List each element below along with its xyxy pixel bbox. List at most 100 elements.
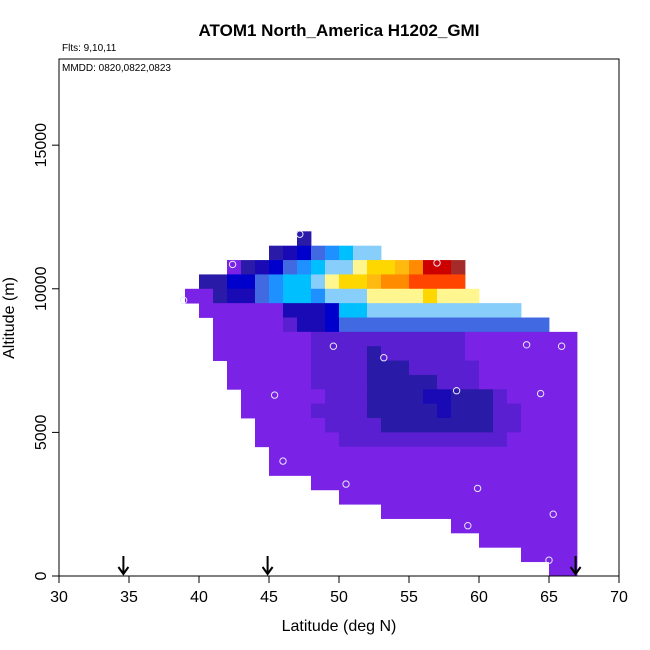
heatmap-cell: [381, 374, 396, 390]
heatmap-cell: [479, 317, 494, 333]
heatmap-cell: [395, 446, 410, 462]
heatmap-cell: [465, 489, 480, 505]
heatmap-cell: [549, 346, 564, 361]
heatmap-cell: [465, 389, 480, 405]
heatmap-cell: [465, 418, 480, 433]
heatmap-cell: [227, 274, 242, 290]
heatmap-cell: [409, 260, 424, 275]
heatmap-cell: [367, 260, 382, 275]
heatmap-cell: [381, 389, 396, 405]
heatmap-cell: [353, 461, 368, 476]
heatmap-cell: [339, 446, 354, 462]
heatmap-cell: [479, 374, 494, 390]
heatmap-cell: [339, 360, 354, 376]
chart-title: ATOM1 North_America H1202_GMI: [199, 21, 480, 40]
sample-circle: [536, 389, 545, 398]
heatmap-cell: [479, 346, 494, 361]
heatmap-cell: [549, 475, 564, 491]
heatmap-cell: [255, 303, 270, 318]
heatmap-cell: [311, 317, 326, 333]
heatmap-cell: [479, 504, 494, 519]
heatmap-cell: [493, 303, 508, 318]
heatmap-cell: [339, 389, 354, 405]
heatmap-cell: [381, 331, 396, 347]
heatmap-cell: [409, 504, 424, 519]
heatmap-cell: [367, 489, 382, 505]
heatmap-cell: [269, 346, 284, 361]
heatmap-cell: [381, 461, 396, 476]
heatmap-cell: [353, 360, 368, 376]
heatmap-cell: [269, 303, 284, 318]
heatmap-cell: [479, 532, 494, 548]
x-tick-label: 70: [610, 589, 628, 606]
heatmap-cell: [311, 260, 326, 275]
heatmap-cell: [563, 389, 578, 405]
y-axis: 0 5000 10000 15000: [33, 123, 59, 580]
heatmap-cell: [339, 418, 354, 433]
heatmap-cell: [311, 446, 326, 462]
heatmap-cell: [227, 317, 242, 333]
y-axis-label: Altitude (m): [1, 277, 18, 359]
heatmap-cell: [409, 360, 424, 376]
heatmap-cell: [297, 374, 312, 390]
heatmap-cell: [549, 547, 564, 563]
heatmap-cell: [311, 418, 326, 433]
sample-circle: [296, 230, 304, 238]
heatmap-cell: [255, 331, 270, 347]
x-tick-label: 35: [120, 589, 138, 606]
x-axis: 30 35 40 45 50 55 60 65 70: [50, 576, 628, 606]
sample-circle: [473, 484, 482, 493]
heatmap-cell: [437, 274, 452, 290]
heatmap-cell: [381, 274, 396, 290]
heatmap-cell: [563, 374, 578, 390]
heatmap-cells: [185, 231, 578, 577]
heatmap-cell: [395, 260, 410, 275]
heatmap-cell: [395, 461, 410, 476]
heatmap-cell: [381, 260, 396, 275]
heatmap-cell: [451, 403, 466, 419]
heatmap-cell: [479, 403, 494, 419]
heatmap-cell: [549, 360, 564, 376]
heatmap-cell: [423, 446, 438, 462]
heatmap-cell: [423, 418, 438, 433]
heatmap-cell: [325, 317, 340, 333]
heatmap-cell: [367, 317, 382, 333]
heatmap-cell: [423, 331, 438, 347]
heatmap-cell: [493, 532, 508, 548]
heatmap-cell: [409, 346, 424, 361]
heatmap-cell: [311, 360, 326, 376]
heatmap-cell: [269, 403, 284, 419]
heatmap-cell: [465, 432, 480, 448]
heatmap-cell: [563, 403, 578, 419]
heatmap-cell: [521, 374, 536, 390]
heatmap-cell: [325, 461, 340, 476]
heatmap-cell: [535, 504, 550, 519]
heatmap-cell: [269, 432, 284, 448]
heatmap-cell: [311, 331, 326, 347]
heatmap-cell: [423, 432, 438, 448]
sample-circle: [464, 522, 472, 530]
heatmap-cell: [409, 303, 424, 318]
heatmap-cell: [227, 303, 242, 318]
heatmap-cell: [227, 288, 242, 304]
heatmap-cell: [479, 446, 494, 462]
heatmap-cell: [563, 331, 578, 347]
heatmap-cell: [493, 461, 508, 476]
heatmap-cell: [381, 346, 396, 361]
heatmap-cell: [535, 547, 550, 563]
heatmap-cell: [507, 346, 522, 361]
heatmap-cell: [339, 489, 354, 505]
heatmap-cell: [409, 475, 424, 491]
flight-arrow: [117, 556, 130, 576]
heatmap-cell: [423, 475, 438, 491]
heatmap-cell: [521, 532, 536, 548]
heatmap-cell: [241, 274, 256, 290]
sample-circle: [329, 342, 338, 350]
heatmap-cell: [451, 432, 466, 448]
heatmap-cell: [269, 461, 284, 476]
heatmap-cell: [549, 561, 564, 577]
heatmap-cell: [213, 288, 228, 304]
heatmap-cell: [479, 489, 494, 505]
sample-circle: [549, 510, 557, 518]
heatmap-cell: [269, 245, 284, 261]
